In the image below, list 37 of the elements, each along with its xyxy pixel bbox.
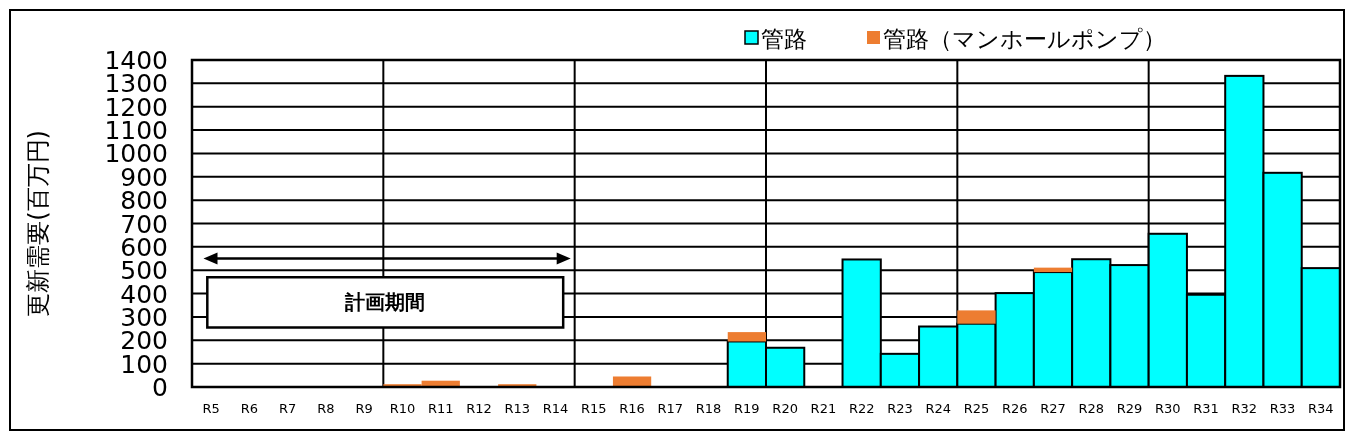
x-tick-label: R10 [389,401,416,416]
x-tick-label: R15 [581,401,607,416]
x-tick-label: R24 [925,401,951,416]
y-axis-title: 更新需要(百万円) [24,130,52,317]
legend-label: 管路（マンホールポンプ） [883,26,1166,52]
x-tick-label: R11 [427,401,454,416]
bar [727,332,766,342]
x-tick-label: R30 [1155,401,1181,416]
legend-label: 管路 [761,26,807,52]
x-tick-label: R7 [279,401,297,416]
x-tick-label: R16 [619,401,645,416]
x-tick-label: R13 [504,401,531,416]
bar [612,376,652,387]
x-tick-label: R19 [734,401,760,416]
x-tick-label: R26 [1001,401,1028,416]
x-tick-label: R32 [1231,401,1258,416]
x-tick-label: R31 [1193,401,1219,416]
x-tick-label: R22 [848,401,875,416]
x-tick-label: R5 [202,401,220,416]
x-tick-label: R34 [1308,401,1334,416]
x-tick-label: R20 [772,401,798,416]
x-tick-label: R25 [963,401,990,416]
x-tick-label: R14 [542,401,569,416]
x-tick-label: R29 [1116,401,1143,416]
annotation: 計画期間 [344,290,426,315]
bar [957,310,996,324]
x-tick-label: R27 [1040,401,1066,416]
x-tick-label: R12 [466,401,492,416]
x-tick-label: R28 [1078,401,1105,416]
x-tick-label: R6 [240,401,259,416]
x-tick-label: R17 [657,401,684,416]
x-tick-label: R9 [355,401,373,416]
x-tick-label: R23 [887,401,913,416]
x-tick-label: R33 [1269,401,1296,416]
x-tick-label: R18 [695,401,722,416]
x-tick-label: R8 [317,401,335,416]
x-tick-label: R21 [810,401,837,416]
